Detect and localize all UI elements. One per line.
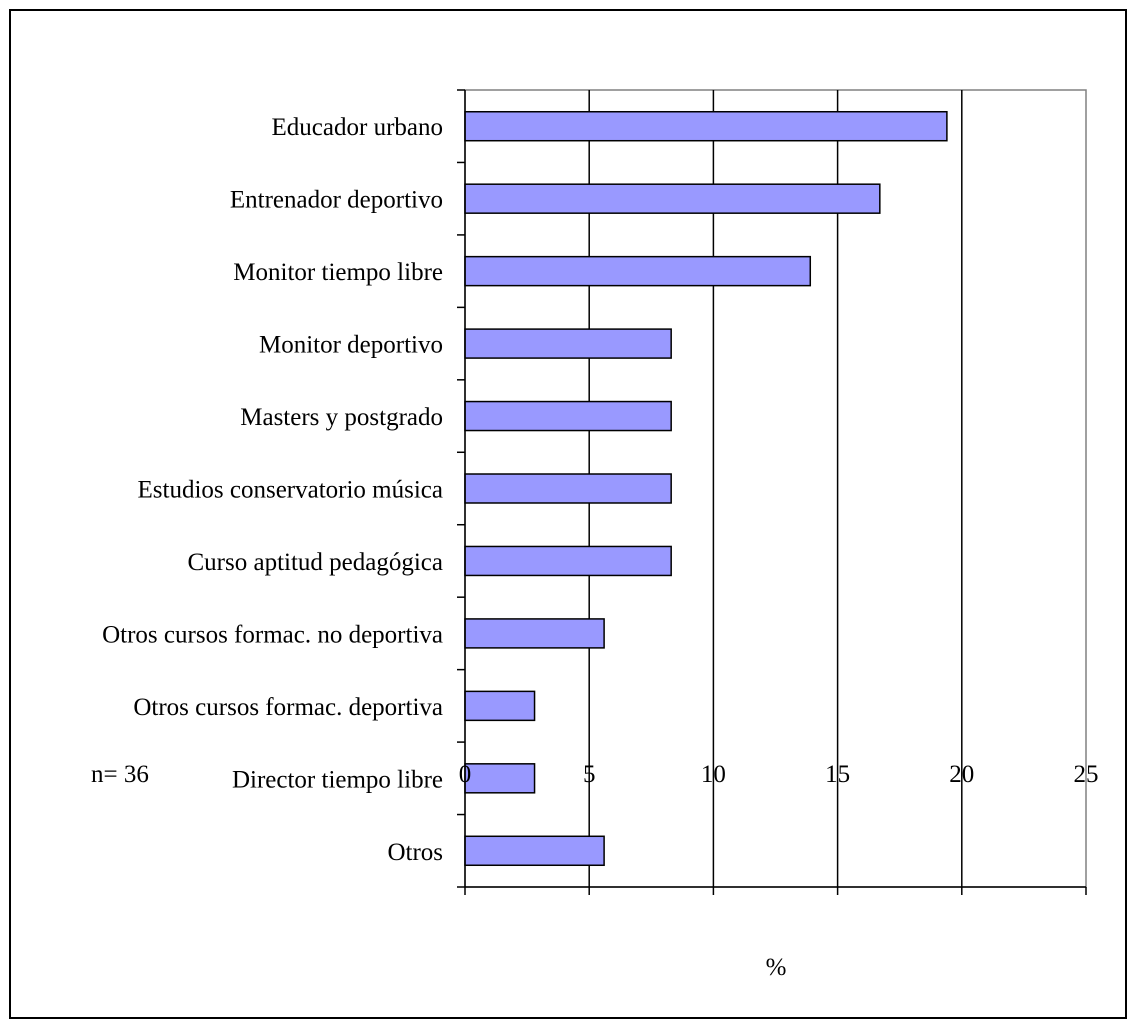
category-label: Monitor tiempo libre [233,259,443,286]
bar [464,255,812,287]
x-tick-label: 25 [1074,761,1099,788]
category-label: Masters y postgrado [240,404,443,431]
category-label: Curso aptitud pedagógica [188,549,444,576]
x-tick-label: 5 [583,761,596,788]
category-label: Director tiempo libre [232,766,443,793]
x-axis-label: % [766,954,787,981]
bar [464,183,881,214]
category-label: Otros cursos formac. no deportiva [102,621,443,648]
x-tick-label: 20 [949,761,974,788]
category-label: Entrenador deportivo [230,187,443,214]
category-label: Educador urbano [272,114,443,141]
bar [464,545,672,577]
x-tick-label: 10 [701,761,726,788]
tick-labels: 0 5 10 15 20 25 [459,761,1099,788]
x-tick-label: 0 [459,761,472,788]
sample-size-note: n= 36 [91,761,149,788]
bar [464,400,672,432]
category-labels: Educador urbano Entrenador deportivo Monit… [102,114,443,866]
bar [464,473,672,504]
bar [464,835,605,867]
bar [464,763,536,794]
bar [464,618,605,649]
category-label: Otros cursos formac. deportiva [133,694,443,721]
category-label: Monitor deportivo [259,332,443,359]
bar [464,328,672,359]
category-label: Otros [387,839,443,866]
bar [464,110,948,142]
bar [464,690,536,722]
bars [464,110,948,867]
axes [457,89,1087,895]
category-label: Estudios conservatorio música [138,477,444,504]
x-tick-label: 15 [825,761,850,788]
